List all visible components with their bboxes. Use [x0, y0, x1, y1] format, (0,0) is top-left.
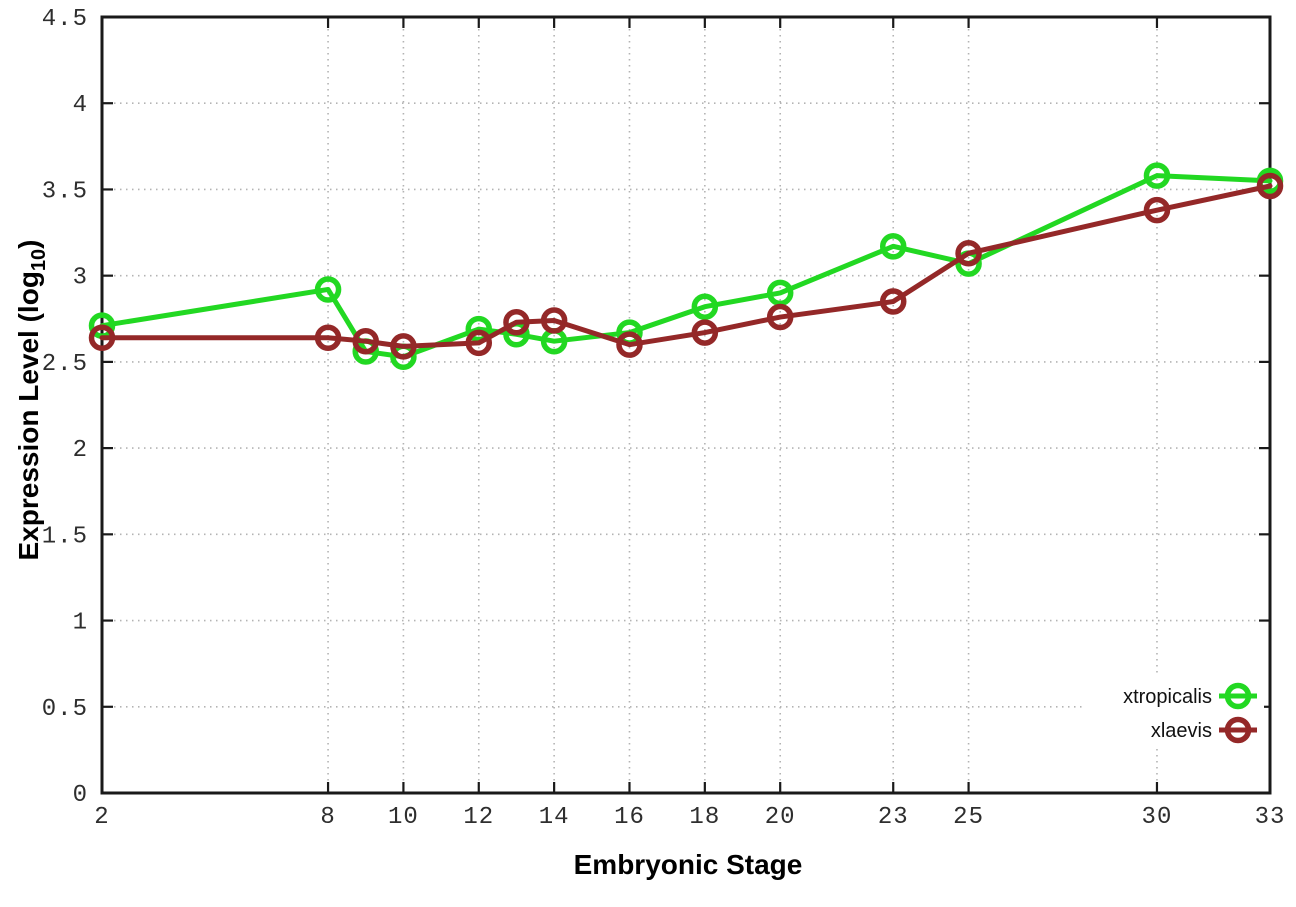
legend-marker-xlaevis	[1224, 716, 1252, 744]
tick-label-y-3: 3	[73, 265, 88, 292]
data-series	[88, 162, 1284, 370]
tick-label-x-16: 16	[614, 804, 645, 831]
tick-label-y-4: 4	[73, 92, 88, 119]
marker-xlaevis-stage-2	[88, 324, 116, 351]
tick-label-y-0.5: 0.5	[42, 696, 88, 723]
grid-lines	[102, 17, 1270, 793]
marker-xlaevis-stage-30	[1143, 196, 1171, 224]
legend: xtropicalis xlaevis	[1086, 677, 1264, 749]
tick-label-x-25: 25	[953, 804, 984, 831]
tick-label-y-2.5: 2.5	[42, 351, 88, 378]
y-axis-title-main: Expression Level (log	[13, 271, 44, 560]
marker-xlaevis-stage-12	[465, 329, 493, 357]
marker-xtropicalis-stage-8	[314, 276, 342, 303]
marker-xlaevis-stage-10	[390, 333, 417, 360]
y-axis-title-close: )	[13, 240, 44, 249]
marker-xtropicalis-stage-18	[691, 293, 719, 320]
tick-label-x-12: 12	[463, 804, 494, 831]
tick-label-x-30: 30	[1142, 804, 1173, 831]
marker-xlaevis-stage-33	[1256, 172, 1284, 200]
tick-label-x-2: 2	[94, 804, 109, 831]
marker-xlaevis-stage-20	[766, 303, 794, 331]
marker-xtropicalis-stage-20	[766, 279, 794, 307]
marker-xlaevis-stage-14	[540, 307, 568, 334]
marker-xtropicalis-stage-30	[1143, 162, 1171, 189]
plot-border	[100, 15, 1272, 795]
legend-label-xlaevis: xlaevis	[1151, 720, 1212, 742]
series-line-xtropicalis	[99, 173, 1273, 360]
marker-xtropicalis-stage-23	[879, 233, 907, 260]
tick-label-x-8: 8	[320, 804, 335, 831]
marker-xtropicalis-stage-12	[465, 315, 493, 343]
legend-label-xtropicalis: xtropicalis	[1123, 686, 1212, 708]
legend-marker-xtropicalis	[1224, 682, 1252, 710]
tick-label-y-2: 2	[73, 437, 88, 464]
tick-label-x-23: 23	[878, 804, 909, 831]
marker-xlaevis-stage-25	[955, 239, 982, 267]
marker-xlaevis-stage-13	[503, 308, 530, 336]
marker-xlaevis-stage-9	[352, 327, 379, 355]
y-axis-title: Expression Level (log10)	[13, 240, 50, 561]
tick-label-x-14: 14	[539, 804, 570, 831]
series-xlaevis	[88, 172, 1284, 360]
tick-label-y-3.5: 3.5	[42, 178, 88, 205]
marker-xlaevis-stage-18	[691, 319, 719, 346]
x-axis-title: Embryonic Stage	[574, 849, 803, 880]
y-axis-title-subscript: 10	[28, 249, 50, 271]
marker-xlaevis-stage-16	[616, 331, 643, 358]
tick-label-x-10: 10	[388, 804, 419, 831]
marker-xlaevis-stage-23	[879, 288, 907, 315]
tick-label-x-20: 20	[765, 804, 796, 831]
tick-label-y-1.5: 1.5	[42, 523, 88, 550]
axis-ticks	[100, 15, 1272, 795]
marker-xlaevis-stage-8	[314, 324, 342, 351]
axis-tick-labels: 0 0.5 1 1.5 2 2.5 3 3.5 4 4.5 2 8 10 12 14 16 18 20 23 25 30…	[42, 6, 1286, 831]
series-line-xlaevis	[99, 183, 1273, 349]
tick-label-y-0: 0	[73, 782, 88, 809]
tick-label-y-1: 1	[73, 610, 88, 637]
tick-label-y-4.5: 4.5	[42, 6, 88, 33]
tick-label-x-18: 18	[689, 804, 720, 831]
tick-label-x-33: 33	[1255, 804, 1286, 831]
